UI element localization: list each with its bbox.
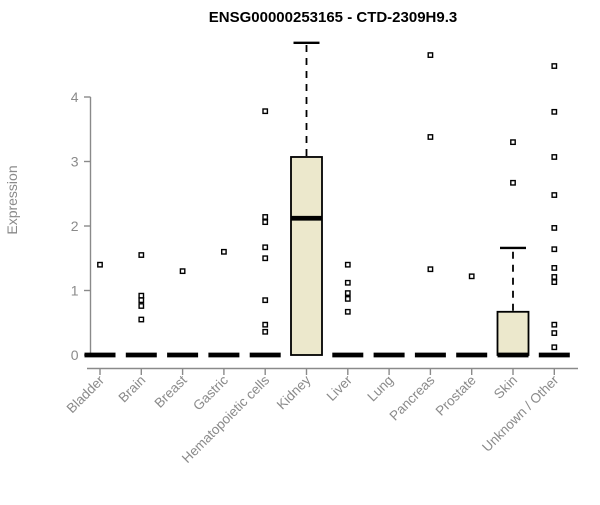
y-axis-label: Expression bbox=[4, 165, 20, 235]
x-tick-label: Lung bbox=[364, 373, 396, 405]
outlier-point bbox=[551, 192, 558, 198]
outlier-point bbox=[551, 330, 558, 336]
outlier-point bbox=[138, 303, 145, 309]
outlier-point bbox=[551, 154, 558, 160]
x-tick-label: Prostate bbox=[433, 373, 479, 419]
outlier-point bbox=[262, 328, 269, 335]
outlier-point bbox=[138, 297, 145, 304]
outlier-point bbox=[551, 274, 558, 280]
outlier-point bbox=[262, 244, 269, 251]
outlier-point bbox=[551, 225, 558, 231]
outlier-point bbox=[551, 344, 558, 351]
outlier-point bbox=[138, 316, 145, 323]
outlier-point bbox=[551, 321, 558, 328]
chart-title: ENSG00000253165 - CTD-2309H9.3 bbox=[208, 9, 458, 26]
y-tick-label: 2 bbox=[71, 218, 79, 234]
x-tick-label: Breast bbox=[152, 372, 190, 410]
outlier-point bbox=[510, 179, 516, 186]
outlier-point bbox=[344, 261, 351, 268]
outlier-point bbox=[344, 279, 351, 286]
outlier-point bbox=[220, 248, 227, 255]
outlier-point bbox=[427, 134, 434, 140]
outlier-point bbox=[551, 279, 558, 286]
outlier-point bbox=[262, 297, 269, 304]
outlier-point bbox=[344, 308, 351, 315]
box bbox=[290, 156, 323, 356]
y-tick-label: 4 bbox=[71, 89, 79, 105]
x-tick-label: Pancreas bbox=[387, 372, 438, 423]
y-tick-label: 1 bbox=[71, 283, 79, 299]
outlier-point bbox=[344, 290, 351, 296]
outlier-point bbox=[427, 266, 434, 273]
x-tick-label: Skin bbox=[491, 373, 520, 402]
x-tick-label: Kidney bbox=[274, 372, 314, 412]
outlier-point bbox=[262, 219, 269, 226]
outlier-point bbox=[344, 295, 351, 302]
outlier-point bbox=[510, 139, 516, 146]
outlier-point bbox=[262, 255, 269, 262]
outlier-point bbox=[97, 261, 103, 268]
outlier-point bbox=[262, 108, 269, 115]
y-tick-label: 3 bbox=[71, 154, 79, 170]
outlier-point bbox=[551, 265, 558, 271]
outlier-point bbox=[551, 246, 558, 253]
x-tick-label: Liver bbox=[324, 372, 356, 404]
outlier-point bbox=[138, 292, 145, 299]
outlier-point bbox=[427, 52, 434, 58]
outlier-point bbox=[468, 273, 475, 280]
outlier-point bbox=[262, 321, 269, 328]
outlier-point bbox=[179, 268, 186, 275]
box bbox=[496, 310, 530, 356]
outlier-point bbox=[262, 214, 269, 220]
outlier-point bbox=[551, 63, 558, 69]
x-tick-label: Unknown / Other bbox=[479, 372, 562, 455]
outlier-point bbox=[138, 252, 145, 258]
x-tick-label: Gastric bbox=[190, 372, 231, 413]
y-tick-label: 0 bbox=[71, 347, 79, 363]
outlier-point bbox=[551, 108, 558, 115]
x-tick-label: Brain bbox=[116, 373, 149, 406]
x-tick-label: Bladder bbox=[64, 372, 108, 416]
